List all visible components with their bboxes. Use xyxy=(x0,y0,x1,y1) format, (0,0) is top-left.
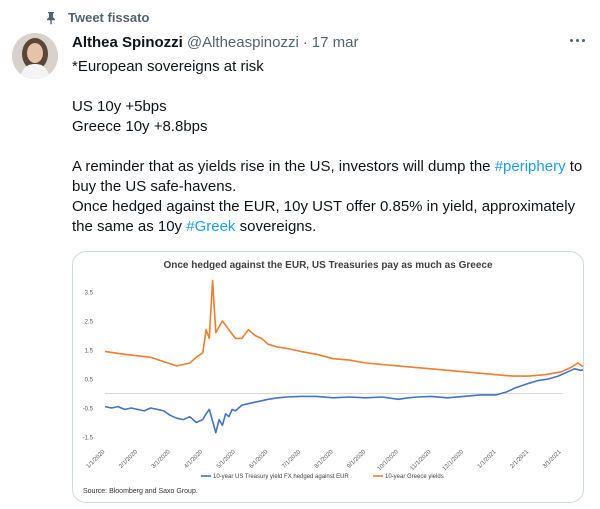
paragraph-4-start: Once hedged against the EUR, 10y UST off… xyxy=(72,198,576,235)
tweet-paragraph-3: A reminder that as yields rise in the US… xyxy=(72,157,587,197)
hashtag-periphery[interactable]: #periphery xyxy=(494,158,566,175)
us-yield-line xyxy=(104,368,583,434)
x-tick-label: 7/1/2020 xyxy=(281,449,302,470)
paragraph-4-end: sovereigns. xyxy=(235,218,317,235)
legend-label: 10-year Greece yields xyxy=(385,474,444,480)
x-tick-label: 2/1/2020 xyxy=(118,449,139,470)
x-tick-label: 3/1/2021 xyxy=(542,449,563,470)
tweet-text: *European sovereigns at risk US 10y +5bp… xyxy=(72,57,587,237)
x-tick-label: 5/1/2020 xyxy=(216,449,237,470)
greece-yield-line xyxy=(104,279,583,377)
tweet-line-2: US 10y +5bps xyxy=(72,98,167,115)
y-tick-label: 2.5 xyxy=(85,320,94,326)
paragraph-3-start: A reminder that as yields rise in the US… xyxy=(72,158,495,175)
hashtag-greek[interactable]: #Greek xyxy=(186,218,236,235)
x-tick-label: 1/1/2020 xyxy=(86,449,107,470)
author-handle[interactable]: @Altheaspinozzi xyxy=(186,34,299,51)
tweet-header: Althea Spinozzi @Altheaspinozzi · 17 mar xyxy=(72,34,586,51)
x-tick-label: 4/1/2020 xyxy=(183,449,204,470)
author-name[interactable]: Althea Spinozzi xyxy=(72,34,183,51)
more-options-icon[interactable] xyxy=(566,30,588,50)
x-tick-label: 9/1/2020 xyxy=(346,449,367,470)
x-tick-label: 3/1/2020 xyxy=(151,449,172,470)
y-tick-label: 3.5 xyxy=(85,291,94,297)
chart-svg: 3.5 2.5 1.5 0.5 -0.5 -1.5 1/1/2020 2/1/2020 3/1… xyxy=(83,279,583,480)
avatar-image xyxy=(12,33,58,79)
y-tick-label: 0.5 xyxy=(85,378,94,384)
chart-image[interactable]: Once hedged against the EUR, US Treasuri… xyxy=(72,251,584,503)
pin-icon xyxy=(47,11,55,24)
x-tick-label: 1/1/2021 xyxy=(477,449,498,470)
tweet-date[interactable]: 17 mar xyxy=(311,34,359,51)
x-tick-label: 11/1/2020 xyxy=(410,449,433,472)
tweet-line-3: Greece 10y +8.8bps xyxy=(72,118,208,135)
pinned-indicator: Tweet fissato xyxy=(44,10,149,25)
x-tick-label: 6/1/2020 xyxy=(249,449,270,470)
chart-title: Once hedged against the EUR, US Treasuri… xyxy=(163,260,493,271)
legend-label: 10-year US Treasury yield FX hedged agai… xyxy=(213,474,349,480)
chart-source: Source: Bloomberg and Saxo Group. xyxy=(83,488,198,495)
tweet-line-1: *European sovereigns at risk xyxy=(72,58,264,75)
pinned-label: Tweet fissato xyxy=(68,10,150,25)
tweet-paragraph-4: Once hedged against the EUR, 10y UST off… xyxy=(72,197,587,237)
x-tick-label: 8/1/2020 xyxy=(314,449,335,470)
x-tick-label: 12/1/2020 xyxy=(442,449,466,473)
y-tick-label: -1.5 xyxy=(83,436,94,442)
x-tick-label: 10/1/2020 xyxy=(377,449,401,473)
paragraph-3-end: to buy the US safe-havens. xyxy=(72,158,583,195)
separator-dot: · xyxy=(302,34,308,51)
avatar[interactable] xyxy=(12,33,58,79)
y-tick-label: -0.5 xyxy=(83,407,94,413)
x-tick-label: 2/1/2021 xyxy=(509,449,530,470)
y-tick-label: 1.5 xyxy=(85,349,94,355)
